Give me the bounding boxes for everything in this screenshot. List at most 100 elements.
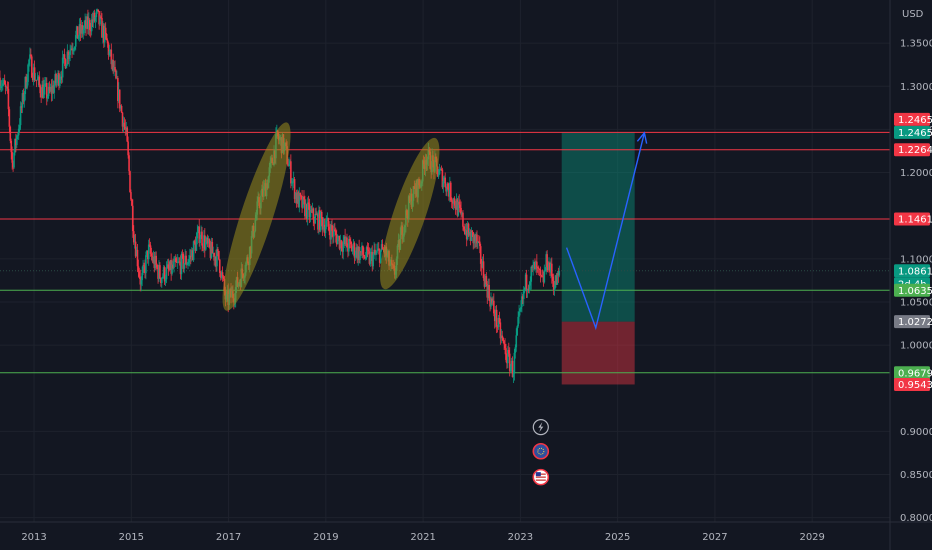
y-tick-label: 1.30000 [900,82,932,93]
candle-body [135,249,138,257]
candle-body [105,33,108,41]
candle-body [512,373,515,378]
candle-body [445,186,447,192]
candle-body [295,192,298,204]
candle-body [521,296,523,307]
candle-body [26,81,28,88]
candle-body [527,288,530,290]
forecast-arrowhead [636,131,648,144]
candle-body [10,140,13,153]
candle-body [138,271,141,277]
candle-body [325,220,328,227]
candle-body [332,230,334,237]
candle-body [463,226,465,230]
candle-body [139,276,142,285]
candle-body [480,263,483,268]
candle-body [118,89,121,109]
candle-body [341,248,344,252]
candle-body [437,174,440,177]
candle-body [64,59,67,69]
candle-body [1,85,3,87]
candle-body [38,76,41,86]
candle-body [103,27,106,43]
candle-body [186,264,188,265]
candle-body [209,247,212,258]
price-tag: 1.08614 [894,264,932,278]
candle-body [131,199,133,206]
candle-body [159,265,161,279]
candle-body [522,296,524,299]
candle-body [218,259,221,273]
candle-body [215,256,217,267]
candle-body [349,240,352,245]
candle-body [547,267,549,271]
globe-flag-icon-stars [537,447,545,455]
candle-body [292,179,295,182]
candle-body [126,127,128,142]
candle-body [165,267,168,280]
candle-body [179,262,182,275]
forecast-line [565,132,646,331]
candle-body [161,277,163,284]
candle-body [488,284,490,299]
candle-body [350,244,353,252]
candle-body [338,235,341,249]
candle-body [439,168,442,170]
price-tag-label: 1.14618 [898,214,932,225]
price-tag: 1.06355 [894,283,932,297]
candle-body [555,275,558,285]
candle-body [163,267,166,282]
candle-body [157,267,159,279]
candle-body [305,204,308,220]
y-tick-label: 1.20000 [900,168,932,179]
candle-body [371,251,374,267]
candle-body [357,246,360,260]
candle-body [221,272,224,277]
candle-body [543,270,546,283]
candle-body [363,254,365,257]
candle-body [207,239,210,244]
candle-body [316,214,318,216]
candle-body [337,235,340,238]
candle-body [477,241,479,244]
time-axis[interactable]: 2013 2015 2017 2019 2021 2023 2025 2027 2029 [21,532,825,543]
candle-body [379,250,382,263]
candle-body [536,267,539,269]
candle-body [67,51,70,60]
candle-body [182,254,185,269]
candle-body [326,218,329,221]
candle-body [473,235,475,244]
price-tag-box [894,283,930,297]
position-zones [561,132,635,385]
candle-body [30,54,32,57]
candle-body [198,226,201,244]
candle-body [92,12,95,23]
candle-body [169,260,172,270]
candle-body [331,224,333,231]
candle-body [329,231,331,240]
y-tick-label: 1.10000 [900,254,932,265]
candle-body [218,250,220,260]
candle-body [193,241,196,243]
candle-body [176,261,179,263]
candle-body [69,49,71,56]
candle-body [313,219,316,224]
candle-body [291,181,294,183]
candle-body [508,353,511,372]
candle-body [154,255,157,269]
candle-body [214,256,216,261]
candle-body [436,166,439,177]
candle-body [87,16,89,29]
candle-body [94,17,97,22]
candle-body [381,244,384,250]
price-tag: 1.24652 [894,125,932,139]
candle-body [32,67,35,81]
candle-body [523,287,526,290]
candle-body [183,263,186,269]
candle-body [19,106,22,126]
candle-body [119,105,122,109]
candle-body [89,29,92,32]
globe-flag-icon [532,442,550,460]
